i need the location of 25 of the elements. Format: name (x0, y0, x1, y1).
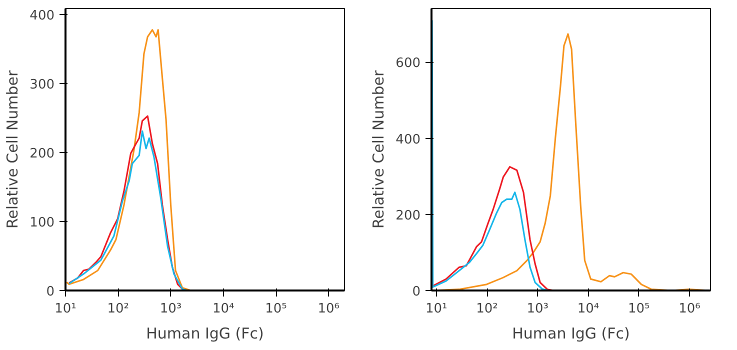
x-tick-label: 10³ (526, 302, 549, 316)
x-tick-label: 10¹ (54, 302, 76, 316)
y-tick-label: 0 (412, 284, 421, 300)
y-axis-title: Relative Cell Number (370, 70, 388, 229)
y-tick-label: 200 (396, 208, 421, 224)
x-tick-label: 10⁶ (318, 302, 340, 316)
y-tick-label: 400 (396, 132, 421, 148)
y-tick-label: 300 (30, 78, 55, 93)
x-tick-label: 10⁵ (628, 302, 650, 316)
x-tick-label: 10⁶ (678, 302, 700, 316)
x-axis-title: Human IgG (Fc) (146, 324, 264, 342)
x-tick-label: 10² (476, 302, 498, 316)
y-tick-label: 100 (30, 216, 55, 231)
x-tick-label: 10³ (160, 302, 182, 316)
x-tick-label: 10⁴ (577, 302, 600, 316)
y-tick-label: 200 (30, 146, 55, 162)
x-tick-label: 10² (107, 302, 130, 316)
y-axis-title: Relative Cell Number (4, 70, 22, 229)
x-tick-label: 10⁴ (212, 302, 234, 316)
y-tick-label: 600 (396, 56, 421, 72)
y-tick-label: 400 (30, 8, 55, 24)
x-tick-label: 10⁵ (265, 302, 287, 316)
x-tick-label: 10¹ (426, 302, 448, 316)
x-axis-title: Human IgG (Fc) (512, 324, 630, 342)
y-tick-label: 0 (46, 284, 55, 300)
